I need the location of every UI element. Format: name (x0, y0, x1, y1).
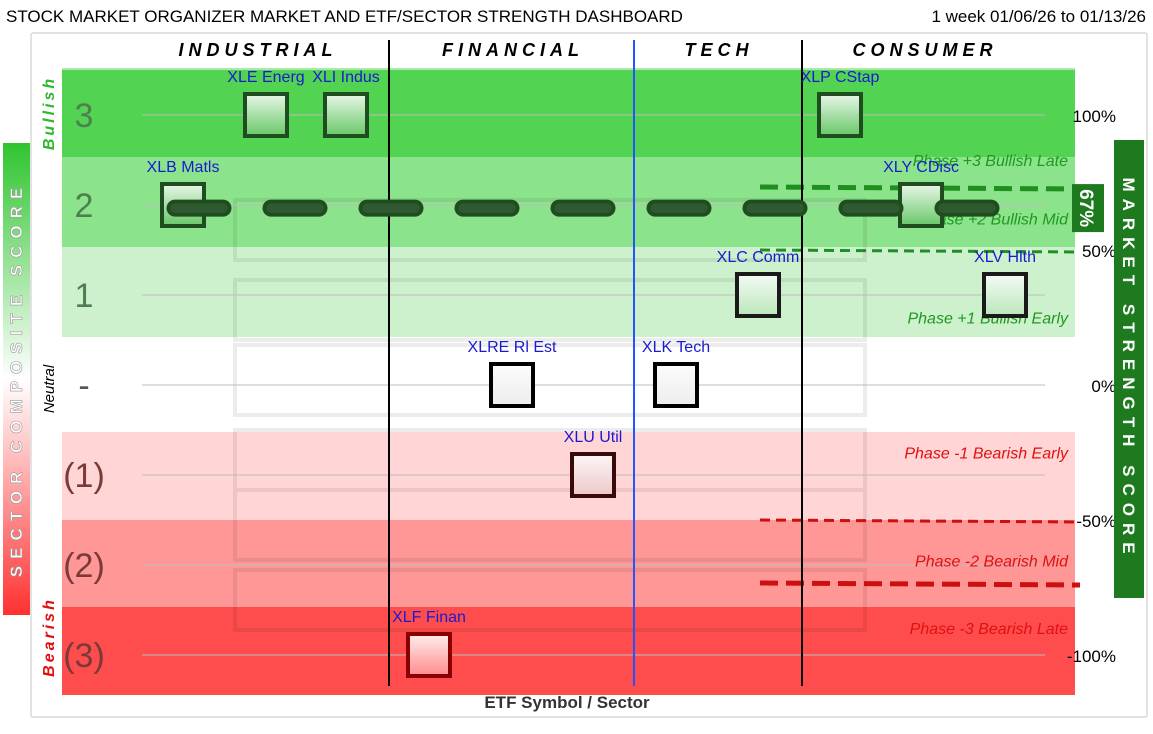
etf-marker-shine (821, 96, 859, 134)
etf-point-xlre: XLRE Rl Est (468, 339, 557, 408)
watermark-logo (233, 198, 867, 632)
etf-label: XLC Comm (717, 249, 800, 266)
sector-header: TECH (685, 40, 754, 60)
sector-dividers (388, 40, 803, 686)
etf-point-xle: XLE Energ (227, 69, 305, 138)
phase-label: Phase -1 Bearish Early (904, 446, 1069, 463)
plot-frame (30, 32, 1148, 718)
score-label: 1 (75, 277, 94, 315)
sector-header: CONSUMER (852, 40, 997, 60)
phase-bands (62, 60, 1075, 695)
score-label: - (78, 367, 89, 405)
percent-label: -100% (1067, 647, 1116, 666)
date-range: 1 week 01/06/26 to 01/13/26 (931, 7, 1146, 26)
band-bullish-3 (62, 68, 1075, 157)
etf-label: XLE Energ (227, 69, 304, 86)
percent-labels: 100% 50% 0% -50% -100% (1067, 107, 1116, 666)
score-label: (2) (63, 547, 105, 585)
sector-header: INDUSTRIAL (179, 40, 338, 60)
market-strength-badge (1072, 184, 1104, 233)
band-bearish-2 (62, 520, 1075, 607)
score-labels: 3 2 1 - (1) (2) (3) (63, 97, 105, 675)
score-label: (3) (63, 637, 105, 675)
etf-marker-shine (657, 366, 695, 404)
bullish-side-label: Bullish (41, 76, 58, 150)
phase-label: Phase -2 Bearish Mid (915, 554, 1069, 571)
etf-marker-shine (493, 366, 531, 404)
etf-point-xlk: XLK Tech (642, 339, 710, 408)
band-bullish-1 (62, 247, 1075, 337)
score-label: 2 (75, 187, 94, 225)
band-bearish-1 (62, 432, 1075, 520)
sector-score-axis-bar (3, 143, 30, 615)
etf-label: XLK Tech (642, 339, 710, 356)
etf-marker-shine (986, 276, 1024, 314)
sector-headers: INDUSTRIAL FINANCIAL TECH CONSUMER (179, 40, 997, 60)
market-strength-value: 67% (1075, 189, 1096, 227)
reference-line (759, 518, 1081, 524)
phase-label: Phase +3 Bullish Late (913, 153, 1068, 170)
etf-marker-shine (410, 636, 448, 674)
phase-reference-lines (759, 184, 1081, 588)
percent-label: 50% (1082, 242, 1116, 261)
sector-header: FINANCIAL (442, 40, 584, 60)
etf-marker-shine (327, 96, 365, 134)
etf-marker-shine (739, 276, 777, 314)
bearish-side-label: Bearish (41, 597, 58, 677)
reference-line (759, 248, 1081, 254)
reference-line (759, 580, 1081, 588)
score-label: 3 (75, 97, 94, 135)
market-strength-axis-label: MARKET STRENGTH SCORE (1119, 177, 1138, 560)
etf-point-xlf: XLF Finan (392, 609, 466, 678)
etf-point-xlp: XLP CStap (801, 69, 880, 138)
band-fade-top (62, 60, 1075, 70)
etf-label: XLI Indus (312, 69, 380, 86)
etf-point-xly: XLY CDisc (883, 159, 959, 228)
market-strength-axis-bar (1114, 140, 1144, 598)
etf-marker-shine (247, 96, 285, 134)
etf-point-xlv: XLV Hlth (974, 249, 1036, 318)
percent-label: 100% (1073, 107, 1116, 126)
x-axis-label: ETF Symbol / Sector (484, 693, 650, 712)
phase-label: Phase -3 Bearish Late (910, 621, 1068, 638)
etf-marker-shine (574, 456, 612, 494)
market-strength-line: 67% (166, 184, 1104, 233)
neutral-side-label: Neutral (41, 364, 58, 413)
sector-score-axis-label: SECTOR COMPOSITE SCORE (7, 181, 26, 577)
etf-point-xli: XLI Indus (312, 69, 380, 138)
band-bearish-3 (62, 607, 1075, 695)
etf-label: XLU Util (564, 429, 623, 446)
etf-label: XLRE Rl Est (468, 339, 557, 356)
etf-label: XLP CStap (801, 69, 880, 86)
percent-label: 0% (1091, 377, 1116, 396)
phase-label: Phase +1 Bullish Early (907, 311, 1069, 328)
percent-label: -50% (1076, 512, 1116, 531)
score-label: (1) (63, 457, 105, 495)
dashboard-title: STOCK MARKET ORGANIZER MARKET AND ETF/SE… (6, 7, 683, 26)
etf-label: XLV Hlth (974, 249, 1036, 266)
etf-points: XLE Energ XLI Indus XLB Matls XLRE Rl Est XL… (147, 69, 1036, 678)
etf-point-xlu: XLU Util (564, 429, 623, 498)
etf-label: XLB Matls (147, 159, 220, 176)
etf-marker-shine (902, 186, 940, 224)
etf-label: XLF Finan (392, 609, 466, 626)
etf-label: XLY CDisc (883, 159, 959, 176)
etf-point-xlc: XLC Comm (717, 249, 800, 318)
